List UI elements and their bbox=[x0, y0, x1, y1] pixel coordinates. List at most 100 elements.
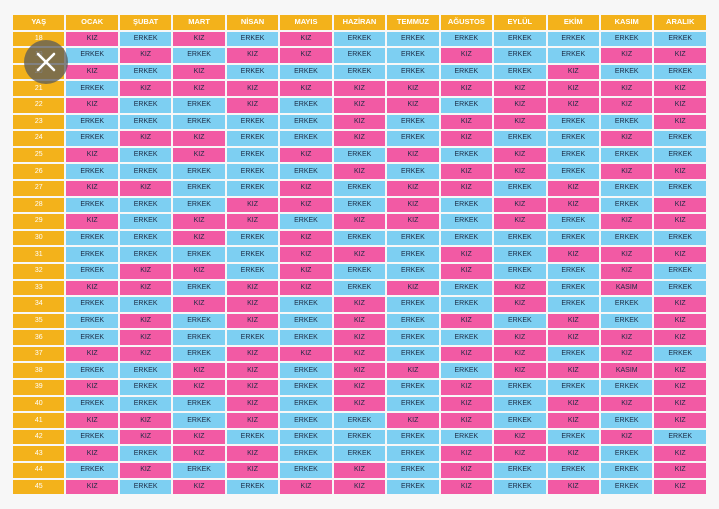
prediction-cell: ERKEK bbox=[547, 297, 599, 312]
prediction-cell: ERKEK bbox=[440, 197, 493, 213]
table-row: 22 KIZ ERKEK ERKEK KIZ ERKEK KIZ KIZ ERKEK KIZ KIZ… bbox=[13, 97, 706, 113]
close-button[interactable] bbox=[24, 40, 68, 84]
prediction-cell: ERKEK bbox=[119, 363, 172, 379]
prediction-cell: KIZ bbox=[547, 413, 599, 428]
table-row: 41 KIZ KIZ ERKEK KIZ ERKEK ERKEK KIZ KIZ ERKEK KIZ… bbox=[13, 413, 706, 428]
prediction-cell: KIZ bbox=[440, 413, 493, 428]
prediction-cell: KIZ bbox=[119, 131, 172, 146]
close-icon bbox=[36, 52, 56, 72]
prediction-cell: ERKEK bbox=[173, 463, 225, 478]
table-row: 42 ERKEK KIZ KIZ ERKEK ERKEK ERKEK ERKEK ERKEK KI… bbox=[13, 429, 706, 445]
prediction-cell: KIZ bbox=[173, 64, 225, 80]
prediction-cell: KIZ bbox=[387, 97, 439, 113]
prediction-cell: KIZ bbox=[600, 81, 653, 96]
prediction-cell: ERKEK bbox=[387, 429, 439, 445]
prediction-cell: KIZ bbox=[173, 479, 225, 495]
table-row: 32 ERKEK KIZ KIZ ERKEK KIZ ERKEK ERKEK KIZ ERKEK E… bbox=[13, 263, 706, 279]
prediction-cell: ERKEK bbox=[173, 114, 225, 130]
prediction-cell: ERKEK bbox=[66, 330, 118, 345]
prediction-cell: ERKEK bbox=[387, 330, 439, 345]
prediction-cell: ERKEK bbox=[387, 380, 439, 395]
table-row: 30 ERKEK ERKEK KIZ ERKEK KIZ ERKEK ERKEK ERKEK ER… bbox=[13, 230, 706, 246]
table-row: 38 ERKEK ERKEK KIZ KIZ ERKEK KIZ KIZ ERKEK KIZ KIZ… bbox=[13, 363, 706, 379]
prediction-cell: ERKEK bbox=[440, 280, 493, 296]
prediction-cell: KIZ bbox=[333, 114, 386, 130]
prediction-cell: ERKEK bbox=[173, 247, 225, 262]
prediction-cell: ERKEK bbox=[494, 48, 546, 63]
prediction-cell: ERKEK bbox=[654, 64, 706, 80]
prediction-cell: ERKEK bbox=[600, 114, 653, 130]
prediction-cell: KIZ bbox=[119, 413, 172, 428]
prediction-cell: KIZ bbox=[333, 131, 386, 146]
table-row: 36 ERKEK KIZ ERKEK ERKEK ERKEK KIZ ERKEK ERKEK KI… bbox=[13, 330, 706, 345]
prediction-cell: ERKEK bbox=[600, 463, 653, 478]
age-cell: 22 bbox=[13, 97, 65, 113]
prediction-cell: KIZ bbox=[440, 263, 493, 279]
prediction-cell: ERKEK bbox=[387, 247, 439, 262]
prediction-cell: ERKEK bbox=[494, 313, 546, 329]
prediction-cell: ERKEK bbox=[387, 114, 439, 130]
prediction-cell: KIZ bbox=[440, 396, 493, 412]
age-cell: 41 bbox=[13, 413, 65, 428]
prediction-cell: ERKEK bbox=[333, 31, 386, 47]
prediction-cell: ERKEK bbox=[600, 31, 653, 47]
prediction-cell: ERKEK bbox=[173, 180, 225, 196]
prediction-cell: KIZ bbox=[280, 479, 332, 495]
prediction-cell: KIZ bbox=[226, 214, 279, 229]
header-month: AĞUSTOS bbox=[440, 15, 493, 30]
prediction-cell: ERKEK bbox=[654, 147, 706, 163]
prediction-cell: ERKEK bbox=[333, 197, 386, 213]
prediction-cell: ERKEK bbox=[440, 429, 493, 445]
prediction-cell: ERKEK bbox=[440, 97, 493, 113]
prediction-cell: KIZ bbox=[333, 330, 386, 345]
prediction-cell: ERKEK bbox=[333, 280, 386, 296]
table-row: 37 KIZ KIZ ERKEK KIZ KIZ KIZ ERKEK KIZ KIZ ERKEK KI… bbox=[13, 346, 706, 362]
age-cell: 36 bbox=[13, 330, 65, 345]
prediction-cell: ERKEK bbox=[119, 147, 172, 163]
prediction-cell: ERKEK bbox=[494, 263, 546, 279]
prediction-cell: ERKEK bbox=[600, 230, 653, 246]
prediction-cell: KIZ bbox=[66, 64, 118, 80]
prediction-cell: KIZ bbox=[119, 280, 172, 296]
prediction-cell: ERKEK bbox=[494, 380, 546, 395]
prediction-cell: ERKEK bbox=[387, 346, 439, 362]
prediction-cell: KIZ bbox=[173, 147, 225, 163]
prediction-cell: KIZ bbox=[494, 81, 546, 96]
prediction-cell: ERKEK bbox=[119, 114, 172, 130]
prediction-cell: ERKEK bbox=[66, 48, 118, 63]
prediction-cell: KIZ bbox=[654, 446, 706, 462]
age-cell: 38 bbox=[13, 363, 65, 379]
prediction-cell: ERKEK bbox=[654, 280, 706, 296]
prediction-cell: ERKEK bbox=[66, 463, 118, 478]
prediction-cell: ERKEK bbox=[440, 297, 493, 312]
prediction-cell: ERKEK bbox=[173, 97, 225, 113]
prediction-cell: KIZ bbox=[333, 346, 386, 362]
prediction-cell: ERKEK bbox=[280, 330, 332, 345]
table-row: 39 KIZ ERKEK KIZ KIZ ERKEK KIZ ERKEK KIZ ERKEK ERK… bbox=[13, 380, 706, 395]
prediction-cell: KIZ bbox=[119, 48, 172, 63]
prediction-cell: ERKEK bbox=[440, 64, 493, 80]
prediction-cell: ERKEK bbox=[280, 214, 332, 229]
prediction-cell: ERKEK bbox=[226, 147, 279, 163]
prediction-cell: KASIM bbox=[600, 280, 653, 296]
prediction-cell: ERKEK bbox=[654, 346, 706, 362]
age-cell: 45 bbox=[13, 479, 65, 495]
prediction-cell: KIZ bbox=[547, 446, 599, 462]
prediction-cell: ERKEK bbox=[494, 479, 546, 495]
prediction-cell: ERKEK bbox=[226, 114, 279, 130]
prediction-cell: ERKEK bbox=[66, 131, 118, 146]
prediction-cell: ERKEK bbox=[280, 131, 332, 146]
table-row: 43 KIZ ERKEK KIZ KIZ ERKEK ERKEK ERKEK KIZ KIZ KIZ… bbox=[13, 446, 706, 462]
prediction-cell: KIZ bbox=[654, 363, 706, 379]
age-cell: 39 bbox=[13, 380, 65, 395]
prediction-cell: ERKEK bbox=[440, 214, 493, 229]
header-month: MAYIS bbox=[280, 15, 332, 30]
prediction-cell: ERKEK bbox=[547, 31, 599, 47]
prediction-cell: KIZ bbox=[494, 97, 546, 113]
prediction-cell: KIZ bbox=[333, 463, 386, 478]
header-age: YAŞ bbox=[13, 15, 65, 30]
table-header: YAŞ OCAK ŞUBAT MART NİSAN MAYIS HAZİRAN TEMMUZ A… bbox=[13, 15, 706, 30]
prediction-cell: KIZ bbox=[280, 180, 332, 196]
prediction-cell: ERKEK bbox=[119, 247, 172, 262]
